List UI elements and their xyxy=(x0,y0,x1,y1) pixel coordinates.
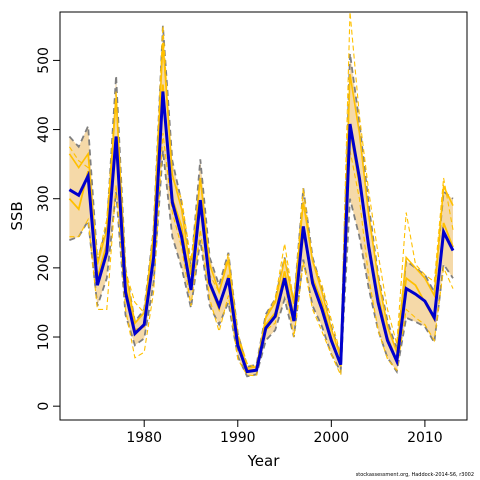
y-tick-label-0: 0 xyxy=(36,402,52,411)
y-tick-label-200: 200 xyxy=(36,254,52,281)
lower-bound-line xyxy=(69,150,454,378)
y-tick-label-300: 300 xyxy=(36,185,52,212)
series-line-layer xyxy=(68,11,455,377)
x-tick-label-1980: 1980 xyxy=(126,430,162,446)
confidence-band-layer xyxy=(68,25,454,378)
best-estimate-line xyxy=(68,91,455,374)
y-axis-label: SSB xyxy=(8,201,26,230)
plot-frame xyxy=(59,11,468,421)
y-tick-label-400: 400 xyxy=(36,116,52,143)
y-tick-label-100: 100 xyxy=(36,324,52,351)
y-axis: 0 100 200 300 400 500 xyxy=(36,47,60,411)
x-axis: 1980 1990 2000 2010 xyxy=(126,420,443,446)
x-axis-label: Year xyxy=(247,452,281,470)
confidence-band xyxy=(69,25,454,377)
source-credit: stockassessment.org, Haddock-2014-S6, r3… xyxy=(355,472,474,478)
x-tick-label-1990: 1990 xyxy=(220,430,256,446)
y-tick-label-500: 500 xyxy=(36,47,52,74)
x-tick-label-2010: 2010 xyxy=(407,430,443,446)
x-tick-label-2000: 2000 xyxy=(314,430,350,446)
yellow-series-line-1 xyxy=(68,84,454,372)
yellow-dashed-line-1 xyxy=(69,132,454,377)
